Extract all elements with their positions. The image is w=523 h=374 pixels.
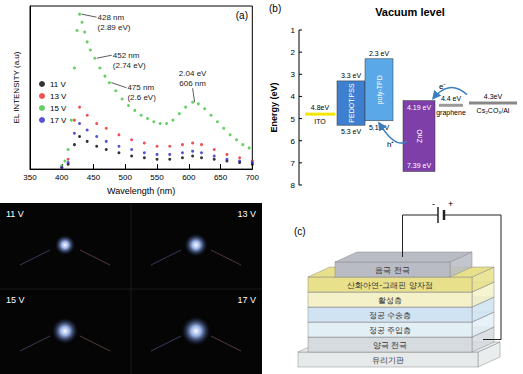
svg-text:428 nm: 428 nm: [98, 13, 125, 22]
svg-text:양극 전극: 양극 전극: [373, 341, 408, 350]
svg-text:(2.6 eV): (2.6 eV): [127, 93, 156, 102]
svg-text:450: 450: [87, 173, 101, 182]
svg-text:15 V: 15 V: [50, 104, 67, 113]
svg-text:(2.89 eV): (2.89 eV): [98, 23, 131, 32]
svg-text:15 V: 15 V: [6, 295, 25, 305]
svg-text:500: 500: [119, 173, 133, 182]
svg-text:(c): (c): [294, 226, 306, 237]
svg-text:4.3eV: 4.3eV: [484, 93, 503, 100]
svg-text:7: 7: [291, 159, 296, 168]
svg-text:4.19 eV: 4.19 eV: [407, 104, 431, 111]
svg-text:2: 2: [291, 48, 296, 57]
svg-text:+: +: [448, 199, 453, 209]
svg-text:4.8eV: 4.8eV: [311, 104, 330, 111]
svg-text:유리기판: 유리기판: [372, 356, 404, 365]
svg-text:poly-TPD: poly-TPD: [376, 75, 384, 104]
svg-text:650: 650: [214, 173, 228, 182]
svg-text:Cs₂CO₃/Al: Cs₂CO₃/Al: [477, 107, 510, 114]
svg-text:452 nm: 452 nm: [113, 51, 140, 60]
svg-text:11 V: 11 V: [50, 80, 67, 89]
svg-text:활성층: 활성층: [378, 296, 402, 305]
svg-text:550: 550: [150, 173, 164, 182]
svg-text:2.3 eV: 2.3 eV: [369, 50, 390, 57]
svg-text:350: 350: [23, 173, 37, 182]
svg-text:17 V: 17 V: [237, 295, 256, 305]
svg-text:3.3 eV: 3.3 eV: [341, 72, 362, 79]
svg-text:606 nm: 606 nm: [179, 79, 206, 88]
svg-text:Wavelength (nm): Wavelength (nm): [107, 186, 175, 196]
svg-text:3: 3: [291, 70, 296, 79]
svg-text:4: 4: [291, 92, 296, 101]
svg-text:산화아연-그래핀 양자점: 산화아연-그래핀 양자점: [347, 281, 432, 290]
svg-text:11 V: 11 V: [6, 209, 24, 219]
svg-text:PEDOT:PSS: PEDOT:PSS: [348, 83, 355, 123]
svg-text:graphene: graphene: [436, 109, 466, 117]
svg-text:(2.74 eV): (2.74 eV): [113, 61, 146, 70]
svg-text:5.3 eV: 5.3 eV: [341, 128, 362, 135]
svg-text:ZnO: ZnO: [416, 129, 423, 143]
svg-text:700: 700: [246, 173, 260, 182]
svg-text:7.39 eV: 7.39 eV: [407, 162, 431, 169]
svg-text:ITO: ITO: [314, 118, 326, 125]
svg-text:h⁺: h⁺: [387, 140, 394, 149]
svg-text:475 nm: 475 nm: [127, 83, 154, 92]
svg-text:e⁻: e⁻: [439, 82, 446, 91]
svg-text:-: -: [432, 199, 435, 209]
svg-text:EL INTENSITY (a.u): EL INTENSITY (a.u): [12, 51, 21, 123]
svg-text:17 V: 17 V: [50, 116, 67, 125]
svg-text:4.4 eV: 4.4 eV: [441, 95, 462, 102]
svg-text:400: 400: [55, 173, 69, 182]
svg-text:2.04 eV: 2.04 eV: [179, 69, 207, 78]
svg-text:Energy (eV): Energy (eV): [269, 82, 279, 132]
svg-text:5: 5: [291, 115, 296, 124]
svg-text:13 V: 13 V: [237, 209, 256, 219]
svg-text:13 V: 13 V: [50, 92, 67, 101]
svg-text:600: 600: [182, 173, 196, 182]
svg-text:음극 전극: 음극 전극: [375, 266, 410, 275]
svg-text:1: 1: [291, 26, 296, 35]
svg-text:6: 6: [291, 137, 296, 146]
svg-text:정공 주입층: 정공 주입층: [369, 326, 412, 335]
svg-text:(b): (b): [269, 3, 281, 14]
svg-text:(a): (a): [236, 10, 248, 21]
svg-text:정공 수송층: 정공 수송층: [369, 311, 412, 320]
svg-text:8: 8: [291, 181, 296, 190]
svg-text:5.1 eV: 5.1 eV: [369, 124, 390, 131]
svg-text:Vacuum level: Vacuum level: [375, 6, 445, 18]
